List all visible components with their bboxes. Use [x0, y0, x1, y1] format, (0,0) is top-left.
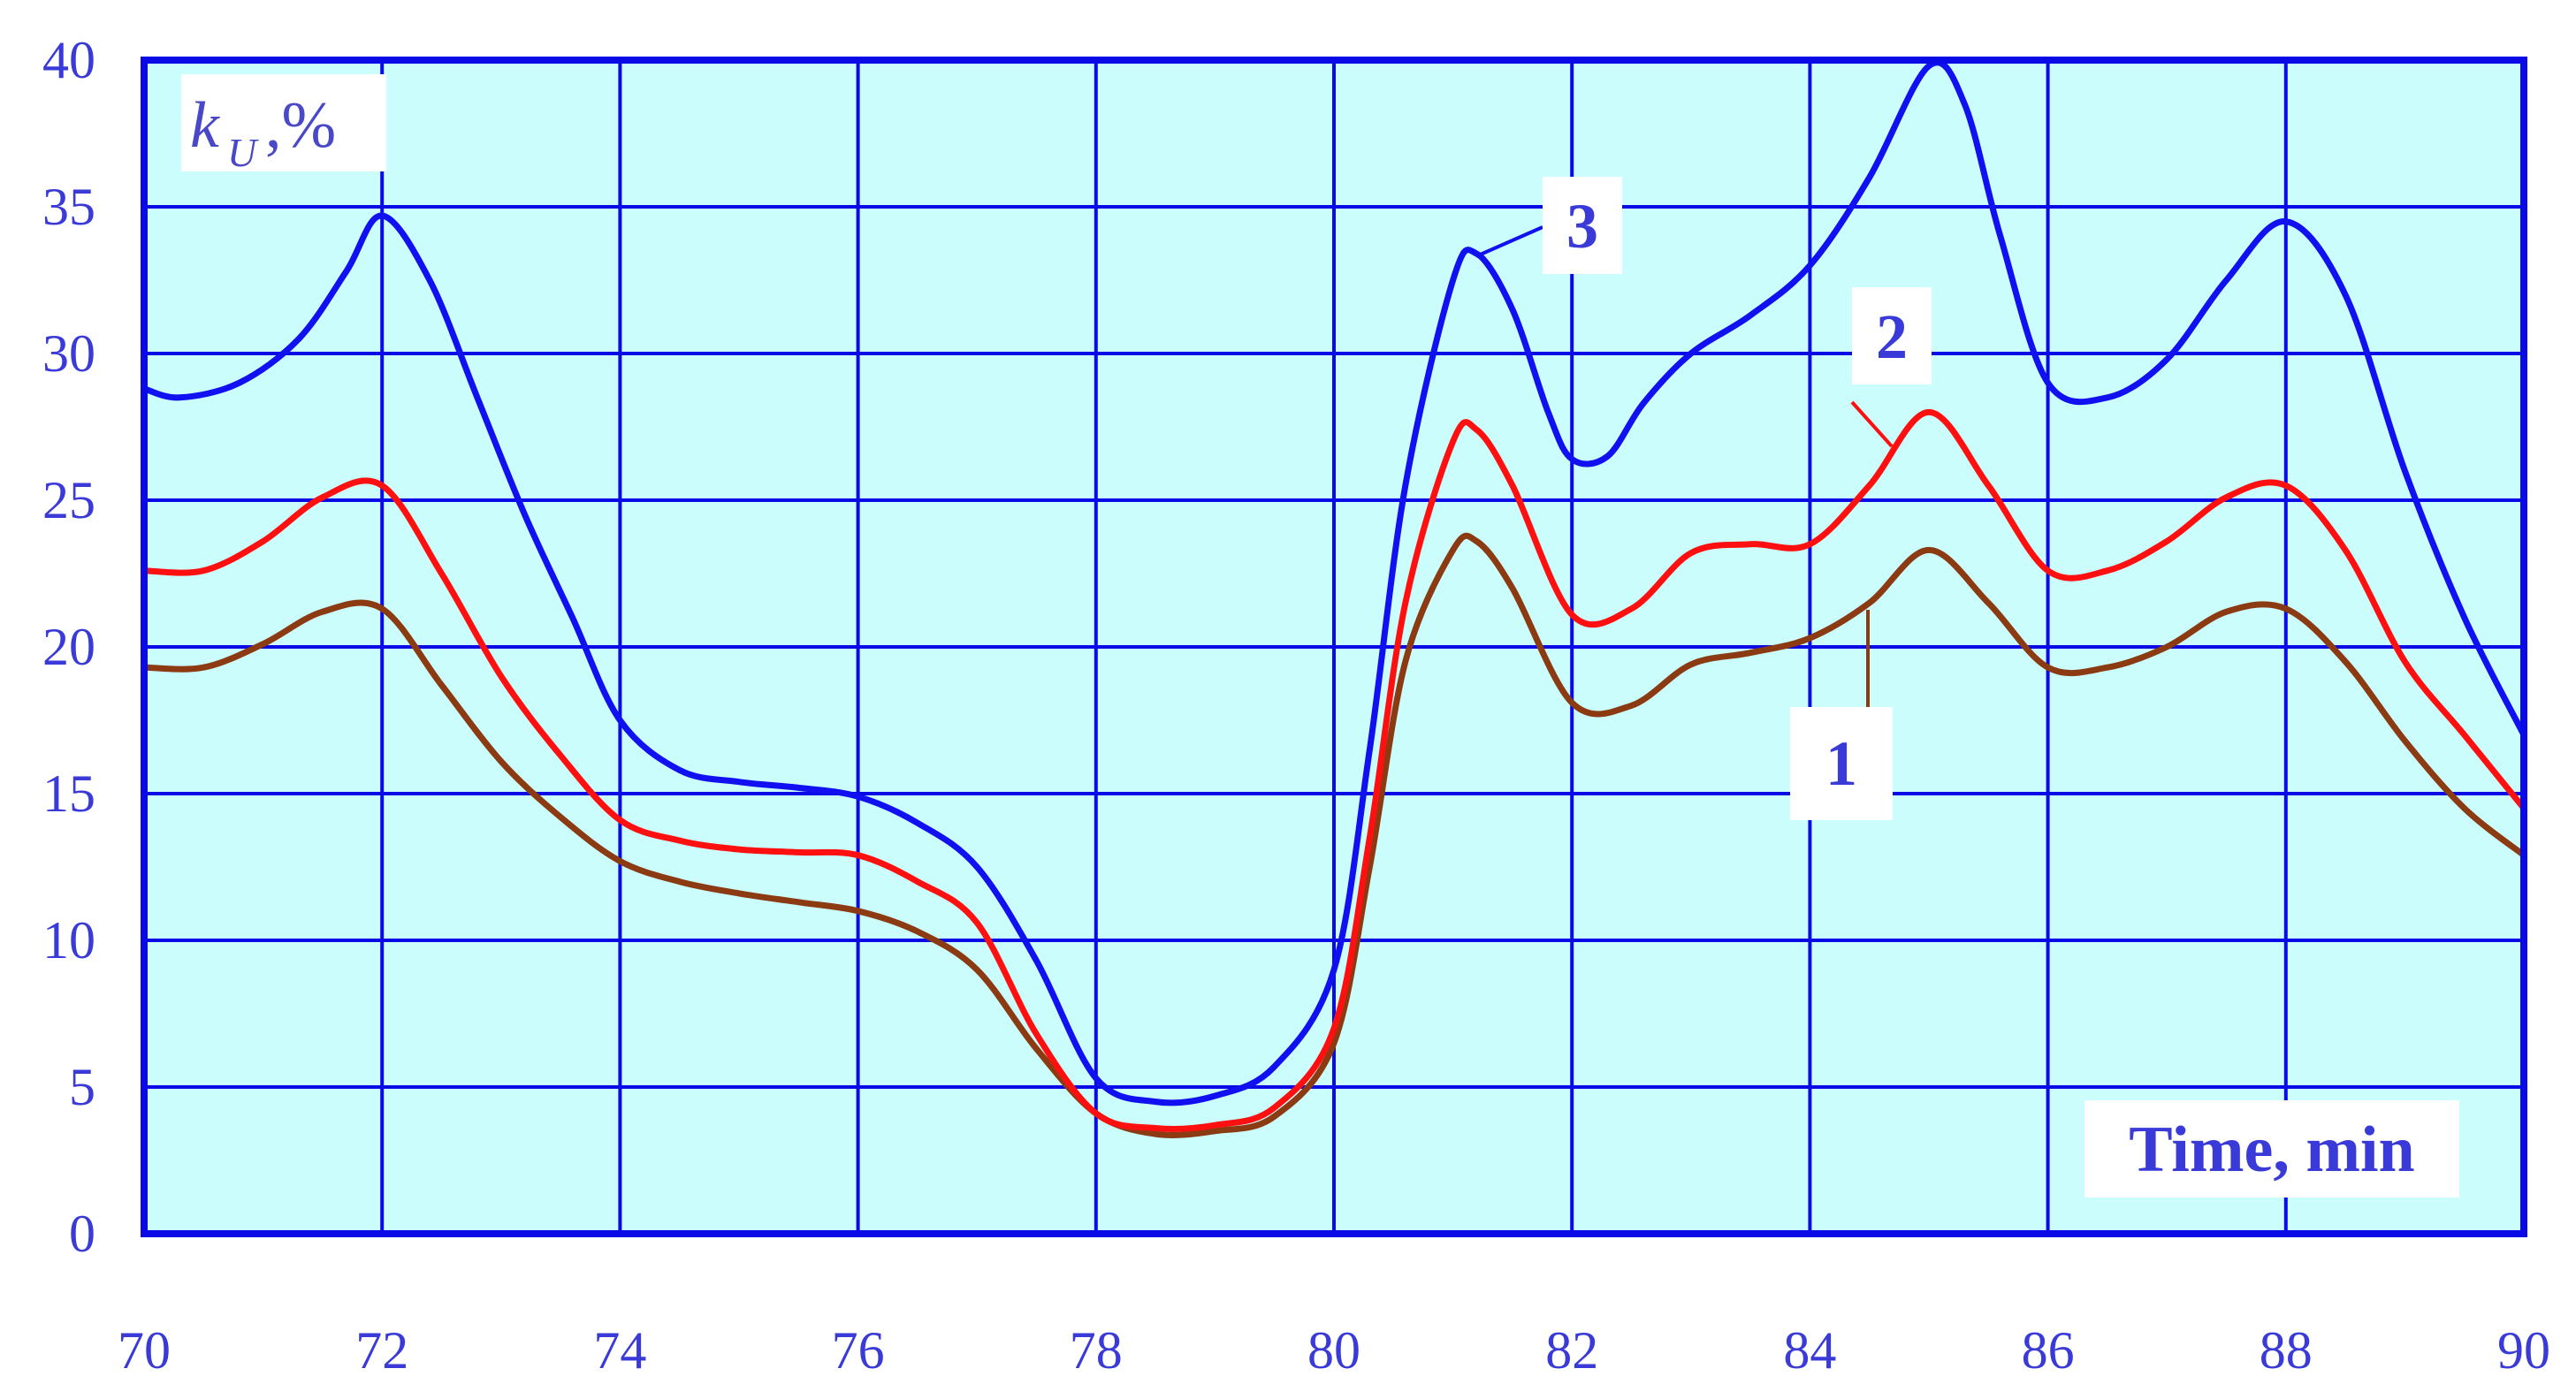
- series-1-callout: 1: [1790, 610, 1893, 820]
- series-group: [142, 59, 2527, 1138]
- y-axis-label-symbol: k: [190, 89, 220, 162]
- series-1-label-box: [1790, 707, 1893, 820]
- y-axis-label: k U ,%: [181, 74, 386, 175]
- y-tick-label: 20: [42, 618, 95, 676]
- y-tick-label: 35: [42, 178, 95, 236]
- series-line-1: [143, 532, 2526, 1138]
- x-axis-label: Time, min: [2084, 1100, 2459, 1198]
- series-line-3: [142, 59, 2527, 1106]
- x-tick-label: 86: [2022, 1321, 2075, 1380]
- y-tick-label: 15: [42, 764, 95, 823]
- x-tick-label: 76: [832, 1321, 885, 1380]
- x-tick-labels: 70 72 74 76 78 80 82 84 86 88 90: [118, 1321, 2550, 1380]
- x-axis-label-text: Time, min: [2129, 1114, 2414, 1186]
- series-2-leader-line: [1850, 400, 1894, 448]
- y-tick-labels: 0 5 10 15 20 25 30 35 40: [42, 31, 95, 1263]
- y-tick-label: 25: [42, 471, 95, 529]
- series-2-label-box: [1852, 287, 1932, 384]
- y-axis-label-box: [181, 74, 386, 171]
- series-2-label: 2: [1876, 301, 1908, 372]
- x-tick-label: 70: [118, 1321, 171, 1380]
- y-tick-label: 10: [42, 911, 95, 969]
- y-tick-label: 0: [69, 1205, 95, 1263]
- x-tick-label: 82: [1545, 1321, 1598, 1380]
- y-tick-label: 30: [42, 324, 95, 383]
- x-tick-label: 90: [2497, 1321, 2550, 1380]
- series-3-label: 3: [1566, 191, 1598, 262]
- x-tick-label: 74: [593, 1321, 646, 1380]
- series-3-leader-line: [1475, 225, 1543, 258]
- series-2-callout: 2: [1850, 287, 1932, 448]
- x-tick-label: 88: [2260, 1321, 2313, 1380]
- plot-frame: [141, 57, 2527, 1237]
- series-1-label: 1: [1825, 728, 1857, 799]
- series-line-2: [143, 408, 2526, 1132]
- x-tick-label: 80: [1307, 1321, 1360, 1380]
- y-tick-label: 5: [69, 1058, 95, 1116]
- x-tick-label: 78: [1070, 1321, 1123, 1380]
- x-tick-label: 84: [1783, 1321, 1836, 1380]
- y-axis-label-subscript: U: [227, 130, 259, 175]
- series-3-callout: 3: [1475, 177, 1622, 274]
- y-tick-label: 40: [42, 31, 95, 89]
- series-3-label-box: [1543, 177, 1622, 274]
- x-axis-label-box: [2084, 1100, 2459, 1198]
- y-axis-label-unit: ,%: [265, 89, 336, 162]
- x-tick-label: 72: [355, 1321, 408, 1380]
